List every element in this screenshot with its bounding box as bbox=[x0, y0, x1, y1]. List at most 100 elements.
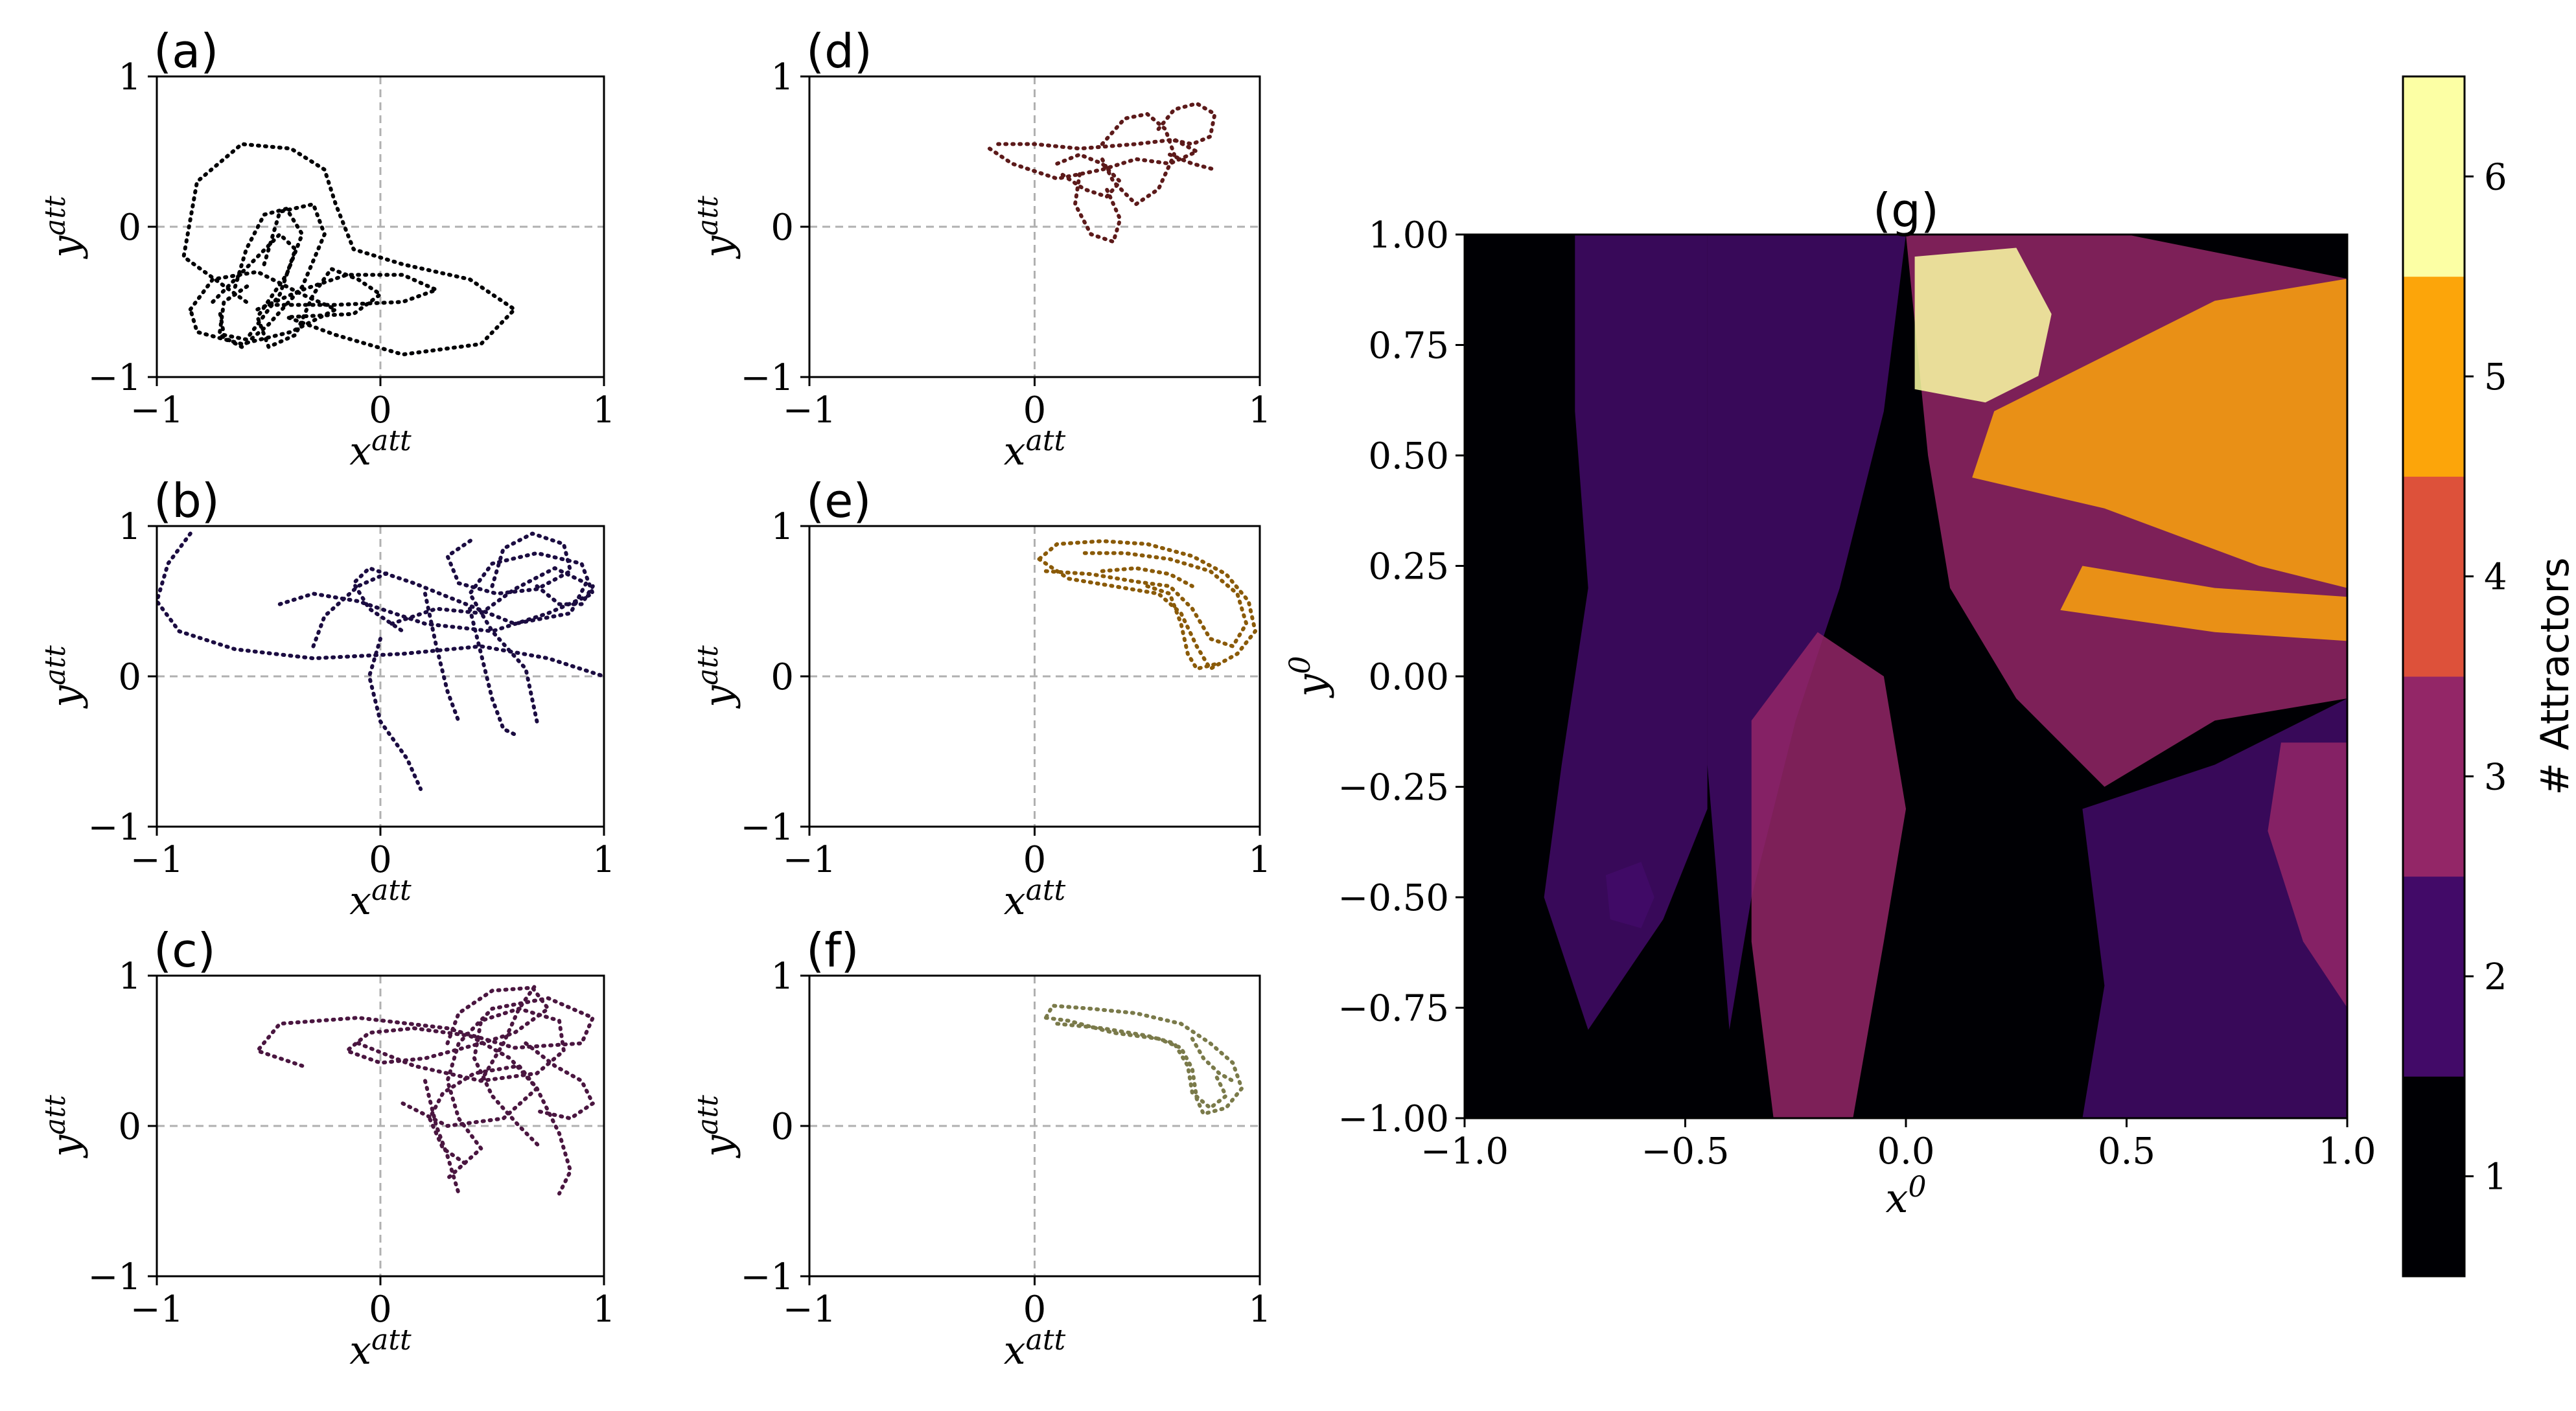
x-tick-label: 0 bbox=[369, 1289, 392, 1331]
colorbar-segment bbox=[2403, 76, 2465, 277]
panel-label: (b) bbox=[154, 474, 220, 528]
y-tick-label: 1.00 bbox=[1368, 214, 1449, 257]
panel-label: (g) bbox=[1873, 183, 1939, 238]
x-tick-label: 1 bbox=[592, 389, 616, 431]
x-tick-label: 1.0 bbox=[2318, 1130, 2376, 1173]
x-tick-label: −1 bbox=[130, 389, 184, 431]
colorbar-segment bbox=[2403, 676, 2465, 877]
attractor-points bbox=[157, 531, 604, 791]
y-tick-label: 0.50 bbox=[1368, 435, 1449, 477]
colorbar-segment bbox=[2403, 876, 2465, 1077]
x-tick-label: −1 bbox=[783, 389, 837, 431]
x-tick-label: 0.0 bbox=[1877, 1130, 1934, 1173]
y-axis-label: yatt bbox=[691, 1095, 741, 1159]
x-tick-label: 1 bbox=[1248, 1289, 1271, 1331]
attractor-orbit bbox=[1043, 551, 1249, 648]
attractor-orbit bbox=[188, 270, 338, 346]
attractor-orbit bbox=[233, 207, 382, 349]
colorbar-segment bbox=[2403, 276, 2465, 477]
attractor-orbit bbox=[1100, 566, 1194, 588]
attractor-orbit bbox=[217, 202, 327, 349]
y-tick-label: −1 bbox=[740, 357, 794, 399]
panel-label: (f) bbox=[806, 923, 859, 978]
attractor-orbit bbox=[345, 985, 573, 1196]
x-axis-label: xatt bbox=[1004, 874, 1066, 924]
y-tick-label: 0 bbox=[118, 1106, 141, 1148]
colorbar-label: # Attractors bbox=[2533, 558, 2576, 796]
x-tick-label: 1 bbox=[1248, 389, 1271, 431]
attractor-orbit bbox=[479, 981, 539, 1083]
panel-a: −1 0 1 −1 0 1 xatt yatt (a) bbox=[39, 24, 616, 474]
attractor-orbit bbox=[351, 566, 588, 634]
attractor-orbit bbox=[255, 996, 595, 1181]
attractor-orbit bbox=[423, 1079, 461, 1196]
colorbar: 1 2 3 4 5 6 # Attractors bbox=[2402, 75, 2576, 1278]
colorbar-frame bbox=[2402, 75, 2466, 1278]
attractor-orbit bbox=[1100, 112, 1176, 207]
y-tick-label: 1 bbox=[771, 506, 794, 548]
attractor-orbit bbox=[400, 1064, 539, 1165]
attractor-orbit bbox=[356, 1007, 566, 1151]
y-axis-label: y0 bbox=[1284, 656, 1335, 698]
panel-b: −1 0 1 −1 0 1 xatt yatt (b) bbox=[39, 474, 616, 924]
attractor-orbit bbox=[535, 584, 595, 606]
panel-label: (a) bbox=[154, 24, 218, 78]
y-tick-label: −1 bbox=[87, 1256, 141, 1298]
colorbar-tick-label: 6 bbox=[2484, 156, 2507, 198]
colorbar-tick-label: 1 bbox=[2484, 1156, 2507, 1199]
colorbar-segment bbox=[2403, 476, 2465, 677]
y-tick-label: 1 bbox=[118, 956, 141, 998]
x-tick-label: 0 bbox=[1023, 1289, 1047, 1331]
x-tick-label: 0 bbox=[369, 389, 392, 431]
attractor-points bbox=[1043, 1004, 1244, 1116]
attractor-orbit bbox=[157, 531, 604, 678]
attractor-orbit bbox=[311, 569, 394, 648]
basin-region-3 bbox=[1751, 632, 1906, 1118]
y-axis-label: yatt bbox=[39, 1095, 89, 1159]
y-axis-label: yatt bbox=[691, 196, 741, 260]
x-tick-label: 0.5 bbox=[2098, 1130, 2155, 1173]
panel-e: −1 0 1 −1 0 1 xatt yatt (e) bbox=[691, 474, 1271, 924]
y-tick-label: −1 bbox=[87, 807, 141, 849]
y-tick-label: 1 bbox=[771, 56, 794, 98]
x-axis-label: xatt bbox=[349, 1324, 412, 1373]
x-tick-label: −1 bbox=[130, 839, 184, 881]
y-tick-label: −1 bbox=[740, 1256, 794, 1298]
attractor-orbit bbox=[277, 551, 595, 724]
attractor-orbit bbox=[1037, 539, 1257, 671]
y-tick-label: −1 bbox=[87, 357, 141, 399]
panel-label: (d) bbox=[806, 24, 872, 78]
attractor-orbit bbox=[181, 142, 516, 357]
y-tick-label: 1 bbox=[118, 56, 141, 98]
attractor-points bbox=[1037, 539, 1257, 671]
y-tick-label: 0.00 bbox=[1368, 656, 1449, 698]
attractor-orbit bbox=[211, 232, 297, 341]
panel-label: (c) bbox=[154, 923, 216, 978]
attractor-points bbox=[255, 981, 595, 1196]
x-tick-label: −1.0 bbox=[1421, 1130, 1509, 1173]
y-tick-label: 0 bbox=[771, 656, 794, 698]
attractor-orbit bbox=[1168, 152, 1217, 172]
basin-region-3 bbox=[2268, 742, 2347, 1008]
attractor-orbit bbox=[1190, 1037, 1235, 1083]
x-tick-label: 0 bbox=[1023, 839, 1047, 881]
x-tick-label: −1 bbox=[783, 839, 837, 881]
attractor-orbit bbox=[367, 637, 423, 791]
basin-region-5 bbox=[1972, 279, 2347, 588]
x-axis-label: xatt bbox=[349, 424, 412, 474]
colorbar-segment bbox=[2403, 1076, 2465, 1277]
y-tick-label: −1.00 bbox=[1338, 1098, 1449, 1140]
attractor-orbit bbox=[988, 137, 1199, 181]
attractor-orbit bbox=[1156, 101, 1217, 146]
y-tick-label: 0 bbox=[118, 207, 141, 249]
panel-g: −1.0 −0.5 0.0 0.5 1.0 −1.00 −0.75 −0.50 −0.25 0.0… bbox=[1284, 183, 2376, 1222]
x-tick-label: 0 bbox=[369, 839, 392, 881]
y-tick-label: −0.50 bbox=[1338, 877, 1449, 919]
attractor-orbit bbox=[1073, 172, 1122, 244]
x-tick-label: 1 bbox=[592, 1289, 616, 1331]
x-axis-label: xatt bbox=[349, 874, 412, 924]
basin-region-5 bbox=[2060, 566, 2347, 641]
y-axis-label: yatt bbox=[39, 196, 89, 260]
y-axis-label: yatt bbox=[691, 645, 741, 709]
